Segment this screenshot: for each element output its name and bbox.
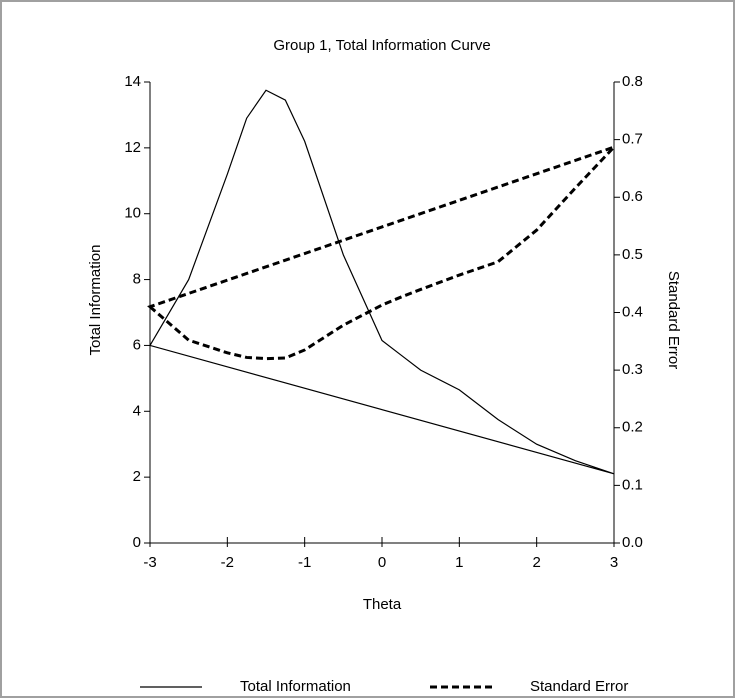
y-tick-label: 4: [133, 402, 141, 419]
y2-tick-label: 0.2: [622, 419, 643, 436]
y-tick-label: 2: [133, 468, 141, 485]
series-line: [147, 145, 616, 361]
y-axis-label: Total Information: [87, 245, 104, 356]
y2-tick-label: 0.1: [622, 476, 643, 493]
chart-title: Group 1, Total Information Curve: [273, 37, 490, 54]
x-tick-label: 1: [455, 554, 463, 571]
y-tick-label: 14: [124, 73, 141, 90]
y-tick-label: 12: [124, 139, 141, 156]
x-tick-label: 0: [378, 554, 386, 571]
y2-tick-label: 0.0: [622, 534, 643, 551]
y2-tick-label: 0.7: [622, 131, 643, 148]
legend-label: Total Information: [240, 678, 351, 695]
y2-tick-label: 0.6: [622, 188, 643, 205]
series-line: [149, 89, 615, 475]
x-tick-label: -3: [143, 554, 156, 571]
y2-tick-label: 0.5: [622, 246, 643, 263]
legend-label: Standard Error: [530, 678, 628, 695]
x-axis-label: Theta: [363, 596, 402, 613]
y-tick-label: 8: [133, 271, 141, 288]
y2-tick-label: 0.4: [622, 303, 643, 320]
y-tick-label: 0: [133, 534, 141, 551]
x-tick-label: 3: [610, 554, 618, 571]
y2-tick-label: 0.8: [622, 73, 643, 90]
y2-axis-label: Standard Error: [665, 271, 682, 369]
x-tick-label: 2: [532, 554, 540, 571]
y-tick-label: 6: [133, 336, 141, 353]
y2-tick-label: 0.3: [622, 361, 643, 378]
x-tick-label: -2: [221, 554, 234, 571]
y-tick-label: 10: [124, 205, 141, 222]
x-tick-label: -1: [298, 554, 311, 571]
